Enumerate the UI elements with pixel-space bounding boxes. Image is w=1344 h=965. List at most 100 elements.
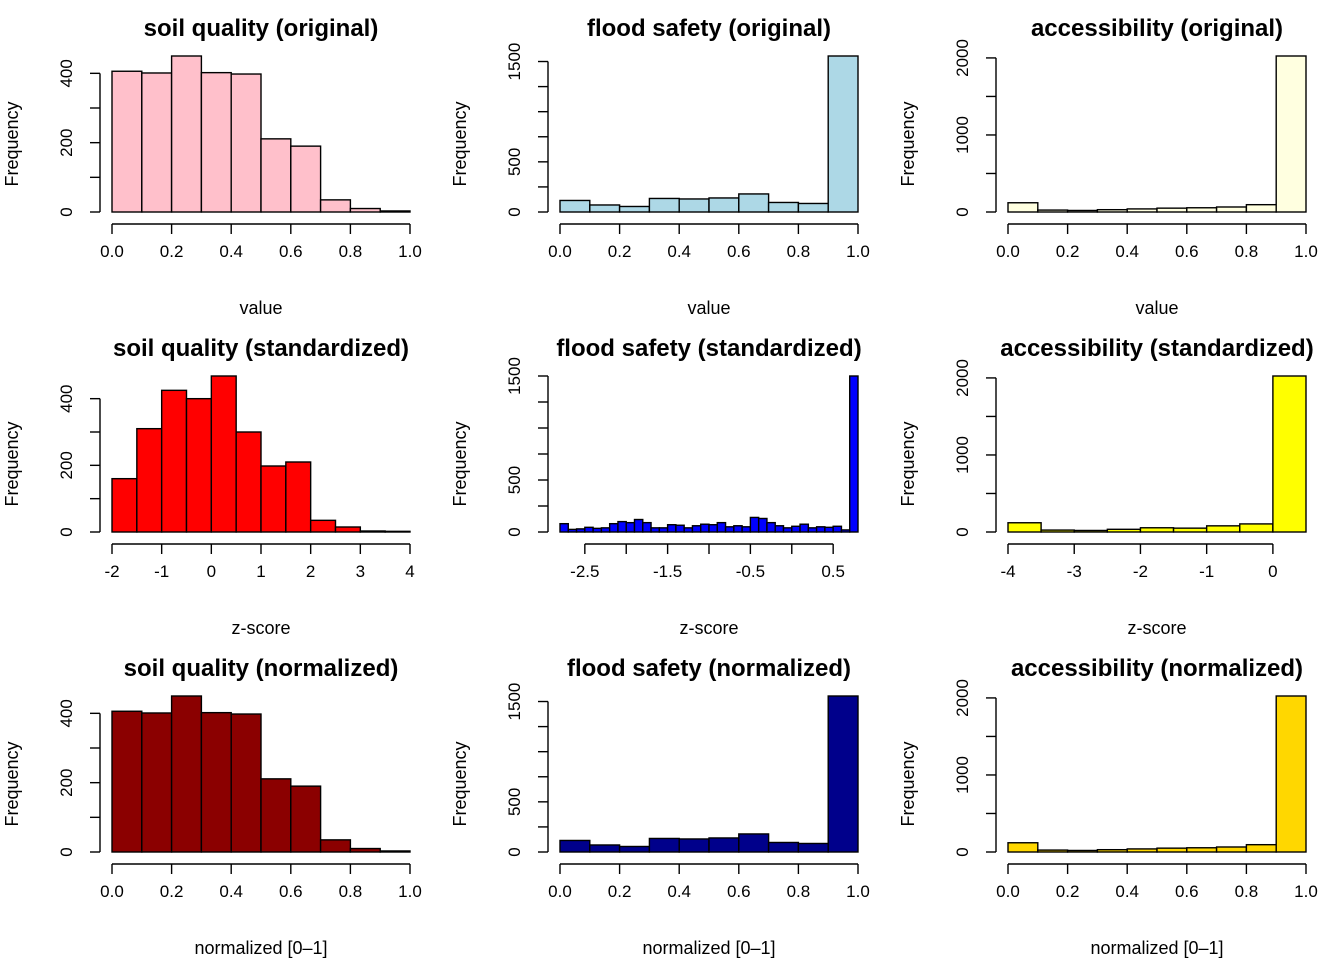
histogram-bar <box>559 199 591 213</box>
histogram-panel: -2 -1 0 1 2 3 4 0 200 400 soil quality (standardiz… <box>2 335 415 638</box>
y-axis-label: Frequency <box>450 421 470 506</box>
histogram-bar <box>618 845 651 853</box>
histogram-bar <box>170 695 203 853</box>
histogram-bar <box>349 847 381 853</box>
histogram-bar <box>648 197 680 213</box>
histogram-bar <box>766 521 776 533</box>
histogram-bar <box>260 465 287 533</box>
chart-title: accessibility (original) <box>1031 15 1283 42</box>
x-tick-label: -0.5 <box>736 562 765 581</box>
y-tick-label: 0 <box>953 527 972 536</box>
histogram-bar <box>827 695 859 853</box>
histogram-panel: 0.0 0.2 0.4 0.6 0.8 1.0 0 500 1500 flood safety (… <box>450 15 870 318</box>
y-axis-label: Frequency <box>2 421 22 506</box>
y-tick-label: 0 <box>505 527 524 536</box>
x-tick-label: -2 <box>1133 562 1148 581</box>
y-tick-label: 1000 <box>953 756 972 794</box>
chart-title: soil quality (standardized) <box>113 335 409 362</box>
chart-title: soil quality (normalized) <box>124 655 399 682</box>
x-tick-label: 0.6 <box>727 882 751 901</box>
histogram-bar <box>733 525 743 533</box>
histogram-bar <box>666 524 677 533</box>
y-axis-label: Frequency <box>2 741 22 826</box>
chart-title: accessibility (standardized) <box>1000 335 1313 362</box>
histogram-bar <box>589 844 621 853</box>
histogram-bar <box>815 526 826 533</box>
x-axis-label: z-score <box>231 618 290 638</box>
y-tick-label: 0 <box>953 847 972 856</box>
histogram-bar <box>1037 209 1069 213</box>
x-axis-label: normalized [0–1] <box>194 938 327 958</box>
histogram-bar <box>1272 375 1307 533</box>
histogram-bar <box>1126 848 1158 853</box>
histogram-bar <box>141 72 173 213</box>
histogram-bar <box>334 526 362 533</box>
histogram-panel: -2.5 -1.5 -0.5 0.5 0 500 1500 flood safety (sta… <box>450 335 862 638</box>
histogram-bar <box>757 517 768 533</box>
histogram-bar <box>797 202 829 213</box>
x-tick-label: 0.2 <box>1056 242 1080 261</box>
histogram-bar <box>111 477 138 533</box>
x-tick-label: -2.5 <box>570 562 599 581</box>
x-tick-label: 0.6 <box>279 882 303 901</box>
histogram-bar <box>1245 203 1277 213</box>
x-tick-label: 1.0 <box>846 882 870 901</box>
x-tick-label: -4 <box>1000 562 1015 581</box>
histogram-bar <box>1126 208 1158 213</box>
y-tick-label: 1500 <box>505 43 524 81</box>
histogram-bar <box>160 389 188 533</box>
histogram-bar <box>791 525 801 533</box>
histogram-bar <box>708 837 740 853</box>
histogram-bar <box>767 201 800 213</box>
histogram-bar <box>741 526 752 533</box>
y-axis-label: Frequency <box>898 101 918 186</box>
x-tick-label: 0.0 <box>548 882 572 901</box>
histogram-bar <box>1156 847 1188 853</box>
chart-title: flood safety (original) <box>587 15 831 42</box>
histogram-bar <box>359 530 386 533</box>
y-tick-label: 0 <box>505 847 524 856</box>
x-tick-label: 0.4 <box>1115 882 1139 901</box>
x-tick-label: 1 <box>256 562 265 581</box>
x-axis-label: value <box>1135 298 1178 318</box>
histogram-bar <box>141 712 173 853</box>
histogram-bar <box>1096 848 1128 853</box>
histogram-panel: 0.0 0.2 0.4 0.6 0.8 1.0 0 1000 2000 accessibility… <box>898 655 1318 958</box>
histogram-bar <box>738 833 770 853</box>
x-tick-label: -2 <box>104 562 119 581</box>
y-tick-label: 1000 <box>953 436 972 474</box>
histogram-bar <box>658 527 669 533</box>
x-tick-label: 0.4 <box>667 242 691 261</box>
chart-title: accessibility (normalized) <box>1011 655 1303 682</box>
histogram-bar <box>1186 847 1218 853</box>
histogram-bar <box>575 528 586 533</box>
y-tick-label: 500 <box>505 788 524 816</box>
histogram-bar <box>1040 529 1075 533</box>
histogram-bar <box>290 145 322 213</box>
histogram-bar <box>559 839 591 853</box>
histogram-bar <box>1106 528 1142 533</box>
histogram-panel: 0.0 0.2 0.4 0.6 0.8 1.0 0 1000 2000 accessibility… <box>898 15 1318 318</box>
x-tick-label: 3 <box>356 562 365 581</box>
histogram-bar <box>849 375 859 533</box>
y-tick-label: 2000 <box>953 679 972 717</box>
x-tick-label: 0.0 <box>100 242 124 261</box>
histogram-bar <box>592 527 603 533</box>
x-tick-label: 0.6 <box>279 242 303 261</box>
y-tick-label: 1500 <box>505 683 524 721</box>
histogram-bar <box>1186 207 1218 213</box>
histogram-bar <box>309 519 337 533</box>
histogram-bar <box>650 527 661 533</box>
x-axis-label: z-score <box>679 618 738 638</box>
x-tick-label: 0.8 <box>787 242 811 261</box>
histogram-bar <box>1239 523 1274 533</box>
y-tick-label: 2000 <box>953 39 972 77</box>
histogram-panel: -4 -3 -2 -1 0 0 1000 2000 accessibility (standar… <box>898 335 1314 638</box>
histogram-bar <box>642 521 652 533</box>
y-tick-label: 200 <box>57 768 76 796</box>
histogram-bar <box>111 70 143 213</box>
histogram-bar <box>799 523 810 533</box>
histogram-bar <box>319 199 352 213</box>
histogram-bar <box>827 55 859 213</box>
y-tick-label: 400 <box>57 699 76 727</box>
